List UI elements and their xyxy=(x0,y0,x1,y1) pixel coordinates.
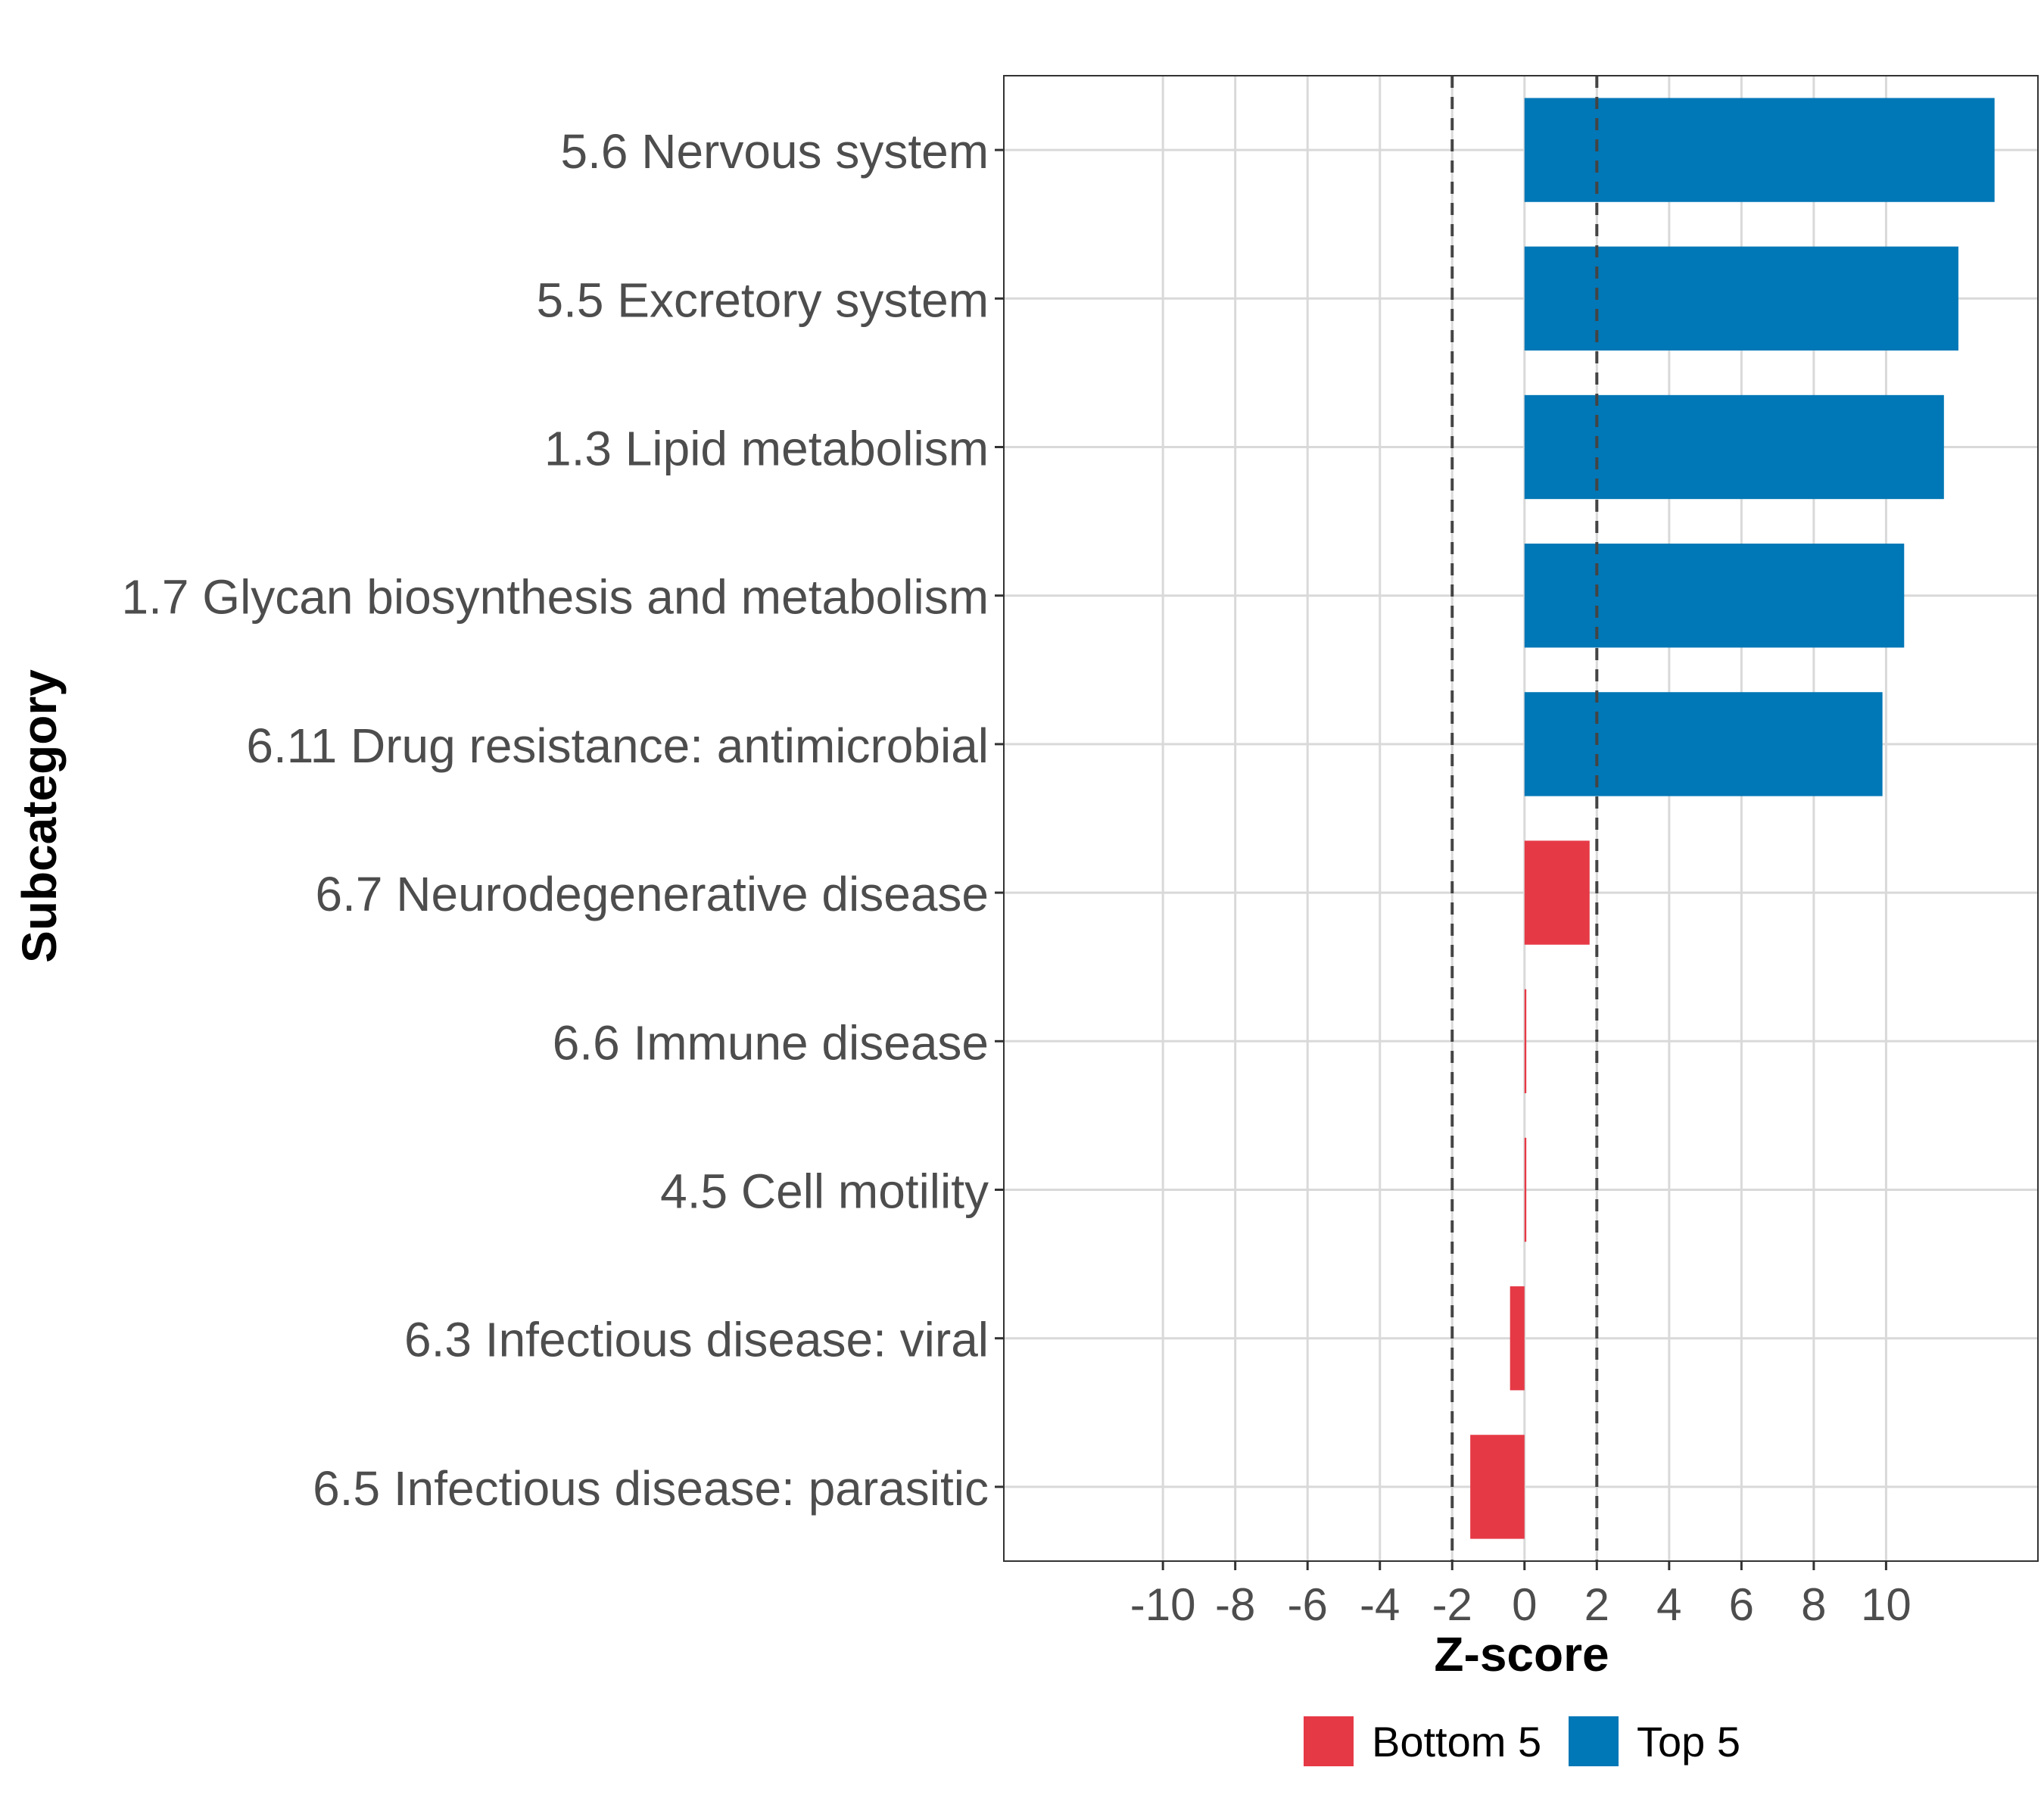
x-tick-label: -2 xyxy=(1432,1579,1472,1630)
y-axis-title: Subcategory xyxy=(12,669,67,963)
y-tick-label: 6.7 Neurodegenerative disease xyxy=(316,867,989,921)
bar xyxy=(1524,98,1995,202)
y-tick-label: 4.5 Cell motility xyxy=(660,1164,989,1219)
x-tick-label: -10 xyxy=(1130,1579,1196,1630)
reference-lines xyxy=(1450,76,1599,1561)
bar xyxy=(1470,1435,1525,1539)
x-tick-label: -6 xyxy=(1288,1579,1328,1630)
x-axis-ticks: -10 -8 -6 -4 -2 0 2 4 6 8 10 xyxy=(1130,1561,1912,1630)
bar xyxy=(1524,544,1905,648)
legend: Bottom 5 Top 5 xyxy=(1304,1716,1740,1766)
y-tick-label: 1.3 Lipid metabolism xyxy=(544,422,989,476)
bar xyxy=(1524,692,1883,796)
legend-label: Top 5 xyxy=(1637,1718,1740,1766)
x-axis-title: Z-score xyxy=(1434,1627,1609,1681)
x-tick-label: 10 xyxy=(1861,1579,1912,1630)
x-tick-label: 2 xyxy=(1584,1579,1609,1630)
y-tick-label: 5.5 Excretory system xyxy=(537,273,989,327)
y-tick-label: 1.7 Glycan biosynthesis and metabolism xyxy=(122,570,989,625)
y-axis-ticks: 5.6 Nervous system 5.5 Excretory system 1.… xyxy=(122,124,1004,1516)
bar xyxy=(1524,840,1590,945)
legend-key xyxy=(1304,1716,1354,1766)
y-tick-label: 6.11 Drug resistance: antimicrobial xyxy=(246,718,989,773)
x-tick-label: -4 xyxy=(1360,1579,1400,1630)
bar xyxy=(1524,246,1958,351)
x-tick-label: 0 xyxy=(1512,1579,1537,1630)
legend-key xyxy=(1569,1716,1619,1766)
x-tick-label: 4 xyxy=(1656,1579,1681,1630)
x-tick-label: -8 xyxy=(1215,1579,1255,1630)
y-tick-label: 6.5 Infectious disease: parasitic xyxy=(313,1461,989,1516)
legend-label: Bottom 5 xyxy=(1372,1718,1541,1766)
x-tick-label: 6 xyxy=(1729,1579,1754,1630)
x-tick-label: 8 xyxy=(1801,1579,1826,1630)
bar xyxy=(1510,1286,1525,1391)
bar xyxy=(1524,989,1527,1093)
y-tick-label: 6.6 Immune disease xyxy=(553,1015,989,1070)
bar xyxy=(1524,394,1944,500)
plot-panel-border xyxy=(1003,75,2039,1562)
y-tick-label: 6.3 Infectious disease: viral xyxy=(404,1313,989,1367)
y-tick-label: 5.6 Nervous system xyxy=(560,124,989,179)
bar xyxy=(1524,1137,1527,1242)
bars xyxy=(1470,98,1995,1539)
